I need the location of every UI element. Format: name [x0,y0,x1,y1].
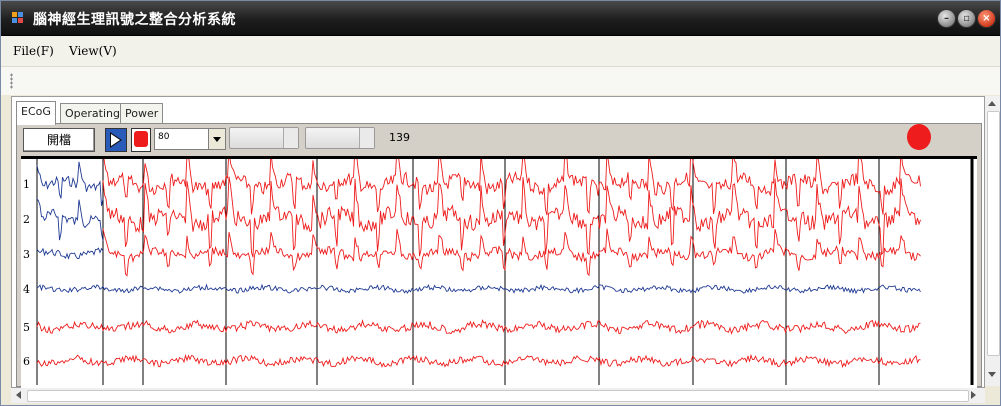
channel-label: 4 [23,283,30,296]
record-icon[interactable] [131,128,151,152]
channel-label: 3 [23,248,30,261]
slider-1[interactable] [229,127,299,149]
close-icon[interactable]: × [977,9,996,28]
scroll-down-icon[interactable] [988,372,996,377]
play-icon[interactable] [105,128,127,152]
status-indicator-icon [907,124,931,150]
scale-select[interactable]: 80 [154,128,226,150]
channel-trace-5 [36,319,921,335]
tab-power[interactable]: Power [120,103,164,123]
channel-trace-4 [36,283,921,295]
scroll-up-icon[interactable] [988,101,996,106]
channel-trace-2 [36,198,104,242]
title-bar[interactable]: 腦神經生理訊號之整合分析系統 – ▫ × [1,1,1000,36]
channel-trace-1 [36,161,104,206]
menu-bar: File(F) View(V) [1,36,1000,66]
channel-label: 6 [23,355,30,368]
open-file-button[interactable]: 開檔 [23,128,95,152]
restore-icon[interactable]: ▫ [957,9,976,28]
channel-trace-2 [102,176,921,258]
tab-panel-ecog: 開檔 80 139 1 2 3 4 5 6 [16,123,982,388]
tab-ecog[interactable]: ECoG [16,101,56,125]
toolstrip [1,66,1000,95]
slider-2[interactable] [305,127,375,149]
scroll-left-icon[interactable] [16,391,21,399]
channel-trace-1 [103,159,921,216]
vertical-scrollbar[interactable] [985,96,1000,386]
app-icon [12,12,23,23]
vertical-scroll-thumb[interactable] [987,111,1000,356]
content-area: ECoG Operating Power 開檔 80 139 1 2 3 4 5 6 [11,96,985,388]
toolstrip-grip-icon[interactable] [10,73,13,89]
ecog-plot-svg: 1 2 3 4 5 6 [23,159,974,385]
channel-label: 5 [23,321,30,334]
sample-count: 139 [389,131,410,144]
menu-view[interactable]: View(V) [69,44,117,58]
channel-trace-6 [36,353,921,369]
horizontal-scroll-thumb[interactable] [27,390,969,402]
horizontal-scrollbar[interactable] [11,388,985,403]
channel-trace-3 [102,228,921,277]
channel-label: 2 [23,213,30,226]
channel-label: 1 [23,178,30,191]
menu-file[interactable]: File(F) [13,44,54,58]
ecog-plot: 1 2 3 4 5 6 [21,156,977,388]
channel-trace-3 [36,247,104,260]
scale-select-value: 80 [158,132,170,142]
minimize-icon[interactable]: – [937,9,956,28]
window-title: 腦神經生理訊號之整合分析系統 [33,12,236,28]
tab-operating[interactable]: Operating [60,103,125,123]
chevron-down-icon[interactable] [208,129,225,149]
scroll-right-icon[interactable] [971,391,976,399]
